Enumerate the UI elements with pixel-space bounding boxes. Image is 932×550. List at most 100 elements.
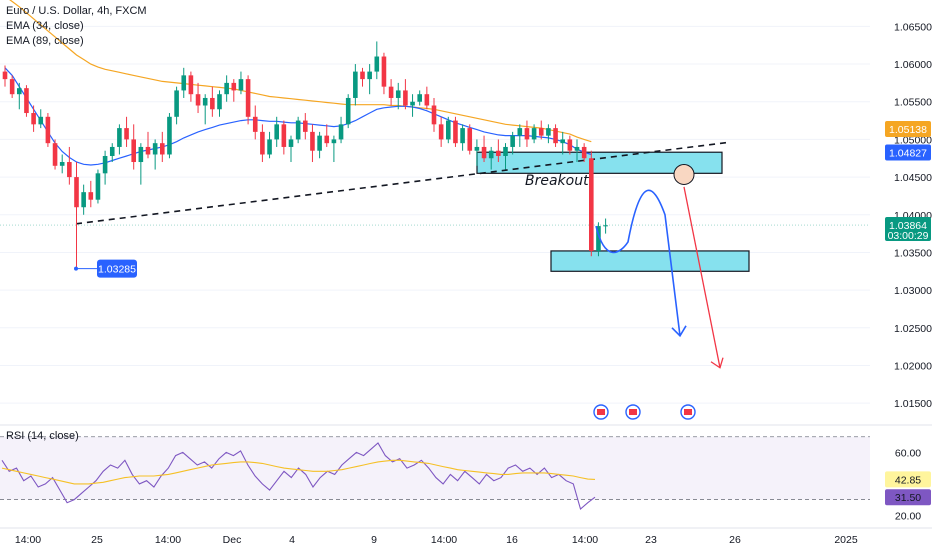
candle-body bbox=[467, 128, 473, 151]
retest-circle bbox=[673, 163, 695, 185]
event-flag-stripes bbox=[684, 409, 692, 415]
event-flag-stripes bbox=[629, 409, 637, 415]
candle-body bbox=[224, 82, 229, 95]
candle-body bbox=[510, 135, 515, 147]
candle-body bbox=[174, 90, 179, 117]
candle-body bbox=[267, 139, 272, 155]
time-tick-label: 14:00 bbox=[15, 534, 41, 546]
red-projection-path bbox=[683, 186, 721, 368]
time-tick-label: 2025 bbox=[834, 534, 858, 546]
candle-body bbox=[145, 146, 151, 155]
candle-body bbox=[460, 128, 465, 144]
ema89-line bbox=[9, 0, 592, 143]
candle-body bbox=[453, 120, 458, 144]
price-tag bbox=[885, 217, 931, 242]
candle-body bbox=[503, 146, 508, 156]
candle-body bbox=[488, 150, 494, 159]
rsi-tag-label: 42.85 bbox=[895, 474, 921, 486]
candle-body bbox=[410, 101, 415, 106]
candle-body bbox=[167, 116, 172, 155]
time-tick-label: 14:00 bbox=[155, 534, 181, 546]
red-projection-arrowhead bbox=[710, 357, 724, 369]
candle-body bbox=[431, 105, 437, 125]
low-marker-label: 1.03285 bbox=[98, 264, 136, 276]
candle-body bbox=[360, 71, 365, 80]
candle-body bbox=[388, 86, 394, 98]
price-tag-countdown: 03:00:29 bbox=[888, 230, 929, 242]
candle-body bbox=[481, 146, 487, 159]
candle-body bbox=[560, 139, 565, 144]
candle-body bbox=[324, 135, 330, 144]
low-marker-dot bbox=[74, 266, 78, 271]
time-tick-label: 9 bbox=[371, 534, 377, 546]
price-tick-label: 1.01500 bbox=[894, 398, 932, 410]
legend-symbol: Euro / U.S. Dollar, 4h, FXCM bbox=[6, 5, 147, 17]
rsi-tick-label: 60.00 bbox=[895, 447, 921, 459]
price-tag bbox=[885, 144, 931, 161]
price-tick-label: 1.05500 bbox=[894, 97, 932, 109]
candle-body bbox=[217, 94, 222, 110]
candle-body bbox=[589, 158, 594, 251]
candle-body bbox=[238, 79, 244, 91]
low-marker-tag bbox=[97, 259, 137, 278]
candle-body bbox=[295, 120, 301, 140]
time-tick-label: 14:00 bbox=[572, 534, 598, 546]
candle-body bbox=[424, 94, 430, 106]
rsi-line bbox=[1, 442, 596, 510]
candle-body bbox=[81, 192, 86, 208]
candle-body bbox=[138, 146, 144, 163]
event-flag-stripes bbox=[597, 409, 605, 415]
candle-body bbox=[524, 128, 530, 140]
candle-body bbox=[338, 124, 344, 140]
candle-body bbox=[345, 97, 351, 125]
target-zone bbox=[550, 250, 750, 272]
candle-body bbox=[59, 162, 65, 166]
price-tick-label: 1.05000 bbox=[894, 134, 932, 146]
candle-body bbox=[574, 146, 580, 151]
candle-body bbox=[24, 88, 29, 114]
breakout-annotation: Breakout bbox=[525, 173, 589, 189]
candle-body bbox=[374, 56, 380, 72]
price-tag-label: 1.04827 bbox=[889, 147, 927, 159]
candle-body bbox=[281, 124, 287, 147]
candle-body bbox=[538, 128, 544, 136]
price-tick-label: 1.06000 bbox=[894, 59, 932, 71]
blue-projection-path bbox=[595, 189, 681, 336]
rsi-ma-line bbox=[1, 459, 596, 485]
price-tick-label: 1.04500 bbox=[894, 172, 932, 184]
candle-body bbox=[496, 150, 501, 156]
candle-body bbox=[67, 162, 72, 178]
candle-body bbox=[102, 155, 108, 174]
candle-body bbox=[581, 146, 587, 159]
candle-body bbox=[517, 128, 523, 136]
rsi-band bbox=[0, 436, 870, 500]
candle-body bbox=[117, 128, 122, 147]
candle-body bbox=[2, 71, 8, 80]
candle-body bbox=[9, 79, 15, 95]
price-tick-label: 1.02000 bbox=[894, 360, 932, 372]
price-tick-label: 1.02500 bbox=[894, 323, 932, 335]
candle-body bbox=[160, 143, 165, 155]
candle-body bbox=[252, 116, 258, 132]
legend-ema89: EMA (89, close) bbox=[6, 35, 84, 47]
candle-body bbox=[567, 139, 573, 151]
blue-projection-arrowhead bbox=[671, 325, 687, 338]
time-tick-label: 14:00 bbox=[431, 534, 457, 546]
candle-body bbox=[38, 116, 44, 125]
candle-body bbox=[88, 192, 94, 200]
candle-body bbox=[596, 226, 601, 251]
candle-body bbox=[474, 146, 480, 151]
candle-body bbox=[331, 139, 337, 144]
candle-body bbox=[260, 131, 265, 155]
candle-body bbox=[181, 75, 187, 91]
price-tick-label: 1.03500 bbox=[894, 247, 932, 259]
candle-body bbox=[553, 128, 558, 144]
candle-body bbox=[210, 97, 215, 110]
candle-body bbox=[124, 128, 129, 140]
price-tag-label: 1.03864 bbox=[889, 220, 927, 232]
candle-body bbox=[288, 139, 294, 147]
candle-body bbox=[381, 56, 387, 87]
candle-body bbox=[245, 79, 251, 117]
